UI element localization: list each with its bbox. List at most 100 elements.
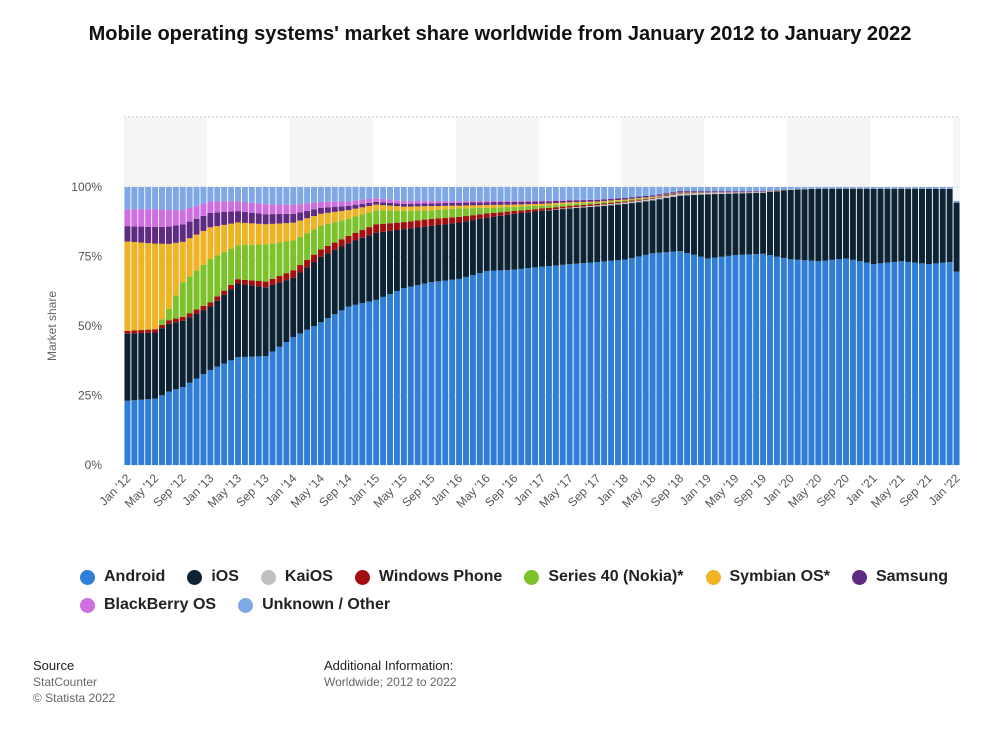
bar-segment: [767, 191, 773, 256]
bar-segment: [677, 191, 684, 193]
bar-segment: [580, 263, 587, 465]
bar-segment: [573, 263, 580, 465]
bar-segment: [214, 226, 221, 256]
legend-item[interactable]: Series 40 (Nokia)*: [524, 566, 684, 588]
bar-segment: [221, 201, 228, 213]
bar-segment: [815, 187, 822, 189]
legend-item[interactable]: BlackBerry OS: [80, 594, 216, 616]
bar-segment: [359, 237, 366, 304]
bar-segment: [877, 188, 884, 264]
bar-segment: [497, 207, 504, 213]
bar-segment: [566, 187, 573, 201]
bar-segment: [635, 196, 642, 199]
bar-segment: [290, 187, 297, 205]
bar-segment: [580, 206, 587, 208]
bar-segment: [677, 187, 684, 192]
bar-segment: [760, 253, 767, 465]
bar-segment: [677, 251, 684, 465]
bar-segment: [856, 187, 863, 189]
bar-segment: [207, 201, 214, 213]
bar-segment: [255, 356, 262, 465]
bar-segment: [131, 187, 138, 210]
bar-segment: [532, 201, 539, 204]
bar-segment: [753, 191, 760, 192]
bar-segment: [207, 187, 214, 202]
bar-segment: [186, 221, 193, 239]
bar-segment: [400, 206, 407, 211]
bar-segment: [601, 205, 608, 262]
bar-segment: [587, 199, 594, 202]
bar-segment: [290, 213, 297, 223]
bar-segment: [670, 194, 677, 195]
bar-segment: [725, 191, 732, 193]
bar-segment: [228, 248, 235, 285]
bar-segment: [324, 223, 331, 246]
bar-segment: [628, 257, 635, 465]
bar-segment: [366, 227, 373, 236]
bar-segment: [642, 187, 649, 196]
bar-segment: [739, 187, 746, 192]
bar-segment: [138, 399, 145, 465]
bar-segment: [518, 200, 525, 202]
bar-segment: [628, 198, 635, 200]
bar-segment: [518, 206, 525, 211]
bar-segment: [691, 187, 697, 192]
bar-segment: [483, 213, 490, 218]
bar-segment: [518, 213, 525, 269]
bar-segment: [483, 207, 490, 214]
bar-segment: [621, 199, 628, 201]
legend-item[interactable]: KaiOS: [260, 566, 333, 588]
bar-segment: [352, 216, 359, 233]
bar-segment: [235, 222, 241, 246]
bar-segment: [801, 189, 808, 261]
bar-segment: [138, 242, 145, 331]
bar-segment: [393, 222, 400, 231]
bar-segment: [366, 205, 373, 213]
bar-segment: [428, 210, 435, 219]
legend-swatch-icon: [80, 597, 95, 613]
legend-item[interactable]: Android: [80, 566, 165, 588]
bar-segment: [366, 202, 373, 206]
legend-item[interactable]: Windows Phone: [354, 566, 502, 588]
bar-segment: [421, 219, 428, 227]
bar-segment: [359, 214, 366, 231]
bar-segment: [131, 242, 138, 331]
legend-swatch-icon: [187, 569, 203, 585]
bar-segment: [594, 205, 601, 207]
bar-segment: [615, 187, 621, 199]
bar-segment: [808, 188, 815, 261]
bar-segment: [504, 269, 511, 465]
bar-segment: [704, 194, 711, 259]
bar-segment: [532, 205, 539, 210]
legend-label: Symbian OS*: [729, 568, 830, 585]
bar-segment: [829, 259, 836, 465]
bar-segment: [801, 260, 808, 465]
bar-segment: [248, 244, 255, 281]
bar-segment: [248, 356, 255, 465]
bar-segment: [172, 295, 179, 319]
bar-segment: [649, 195, 656, 197]
bar-segment: [767, 191, 773, 192]
bar-segment: [566, 205, 573, 208]
bar-segment: [469, 215, 476, 221]
year-band: [289, 117, 373, 465]
bar-segment: [387, 223, 393, 231]
legend-item[interactable]: Unknown / Other: [238, 594, 390, 616]
bar-segment: [317, 256, 324, 323]
bar-segment: [463, 205, 469, 209]
bar-segment: [628, 199, 635, 201]
bar-segment: [366, 187, 373, 199]
bar-segment: [739, 192, 746, 194]
bar-segment: [587, 204, 594, 206]
legend-item[interactable]: Samsung: [851, 566, 948, 588]
bar-segment: [345, 205, 352, 211]
bar-segment: [352, 204, 359, 209]
bar-segment: [152, 209, 159, 228]
bar-segment: [780, 190, 787, 258]
bar-segment: [297, 204, 304, 213]
legend-swatch-icon: [851, 569, 867, 585]
legend-item[interactable]: Symbian OS*: [705, 566, 830, 588]
bar-segment: [428, 203, 435, 207]
legend-item[interactable]: iOS: [187, 566, 239, 588]
bar-segment: [898, 188, 905, 262]
